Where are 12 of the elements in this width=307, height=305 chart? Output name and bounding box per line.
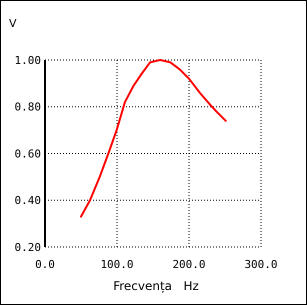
- y-tick-label: 0.40: [14, 194, 41, 208]
- y-tick-label: 1.00: [14, 54, 41, 67]
- y-axis-title: V: [9, 17, 17, 30]
- line-series: [80, 59, 227, 218]
- x-tick-label: 0.0: [35, 258, 55, 271]
- y-tick-label: 0.20: [14, 240, 41, 254]
- x-axis-title: Frecvența Hz: [113, 279, 199, 293]
- y-tick-label: 0.80: [14, 100, 41, 114]
- x-tick-label: 100.0: [100, 258, 134, 271]
- x-tick-label: 200.0: [172, 258, 206, 271]
- y-tick-label: 0.60: [14, 147, 41, 160]
- x-tick-label: 300.0: [244, 258, 278, 271]
